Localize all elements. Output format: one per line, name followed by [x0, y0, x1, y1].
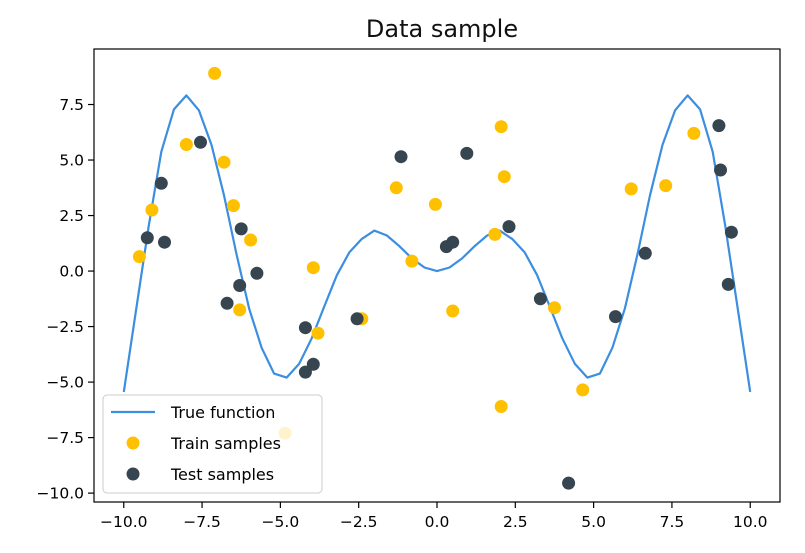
- x-tick-label: 7.5: [660, 513, 685, 531]
- train-sample-point: [132, 250, 146, 264]
- test-sample-point: [140, 231, 154, 245]
- axes: −10.0 −7.5 −5.0 −2.5 0.0 2.5 5.0 7.5 10.0 7.5 5.0 2…: [37, 48, 781, 531]
- legend-true-function-label: True function: [170, 403, 275, 422]
- y-tick-label: −2.5: [46, 318, 84, 336]
- train-sample-point: [446, 304, 460, 318]
- train-sample-point: [217, 155, 231, 169]
- train-sample-point: [405, 254, 419, 268]
- train-sample-point: [311, 326, 325, 340]
- train-sample-point: [179, 138, 193, 151]
- chart-title: Data sample: [366, 15, 518, 43]
- x-tick-label: −5.0: [262, 513, 300, 531]
- test-sample-point: [562, 476, 576, 490]
- test-sample-point: [724, 225, 738, 239]
- legend-train-swatch: [126, 436, 140, 450]
- train-sample-point: [244, 233, 258, 247]
- train-sample-point: [548, 301, 561, 315]
- y-tick-label: 7.5: [59, 96, 84, 114]
- test-sample-point: [194, 135, 207, 149]
- train-sample-point: [488, 227, 502, 241]
- true-function-line: [122, 94, 752, 393]
- test-sample-point: [712, 119, 726, 133]
- train-sample-point: [389, 181, 403, 195]
- legend-box: [102, 394, 323, 494]
- x-tick-label: −10.0: [100, 513, 148, 531]
- test-sample-point: [638, 246, 652, 260]
- train-sample-point: [208, 66, 222, 80]
- train-sample-point: [226, 199, 240, 213]
- y-tick-label: −10.0: [37, 485, 85, 503]
- test-sample-point: [154, 176, 168, 190]
- test-sample-point: [394, 150, 408, 164]
- x-tick-label: −7.5: [183, 513, 221, 531]
- y-tick-label: 0.0: [59, 263, 84, 281]
- train-sample-point: [145, 203, 159, 217]
- x-tick-label: 2.5: [503, 513, 528, 531]
- y-tick-label: 5.0: [59, 152, 84, 170]
- test-sample-point: [298, 321, 312, 335]
- train-sample-point: [428, 197, 442, 211]
- x-tick-label: −2.5: [340, 513, 378, 531]
- train-sample-point: [497, 170, 511, 184]
- test-sample-point: [721, 277, 735, 291]
- y-tick-label: 2.5: [59, 207, 84, 225]
- test-sample-point: [714, 163, 727, 177]
- test-sample-point: [502, 220, 516, 234]
- test-sample-point: [233, 279, 247, 292]
- test-sample-point: [446, 235, 460, 249]
- y-tick-label: −5.0: [46, 374, 84, 392]
- x-tick-label: 5.0: [581, 513, 606, 531]
- legend-test-label: Test samples: [170, 465, 274, 484]
- test-sample-point: [533, 292, 547, 306]
- test-sample-point: [460, 146, 474, 160]
- test-sample-point: [234, 222, 248, 236]
- test-sample-point: [220, 296, 234, 310]
- test-sample-point: [350, 312, 364, 326]
- train-sample-point: [306, 261, 320, 275]
- test-sample-point: [250, 266, 264, 280]
- y-tick-label: −7.5: [46, 429, 84, 447]
- test-sample-point: [306, 357, 320, 371]
- train-sample-point: [494, 120, 508, 134]
- train-sample-point: [576, 383, 590, 397]
- x-tick-label: 10.0: [733, 513, 768, 531]
- train-sample-point: [659, 179, 673, 193]
- legend: True function Train samples Test samples: [102, 394, 323, 494]
- legend-test-swatch: [126, 467, 140, 481]
- test-sample-point: [158, 235, 171, 249]
- train-sample-point: [233, 303, 247, 317]
- plot-area: [122, 66, 752, 490]
- train-sample-point: [687, 126, 701, 140]
- test-sample-point: [609, 310, 622, 324]
- train-sample-point: [494, 400, 508, 413]
- legend-train-label: Train samples: [170, 434, 281, 453]
- test-sample-point: [298, 365, 312, 379]
- x-tick-label: 0.0: [425, 513, 450, 531]
- train-sample-point: [624, 182, 638, 196]
